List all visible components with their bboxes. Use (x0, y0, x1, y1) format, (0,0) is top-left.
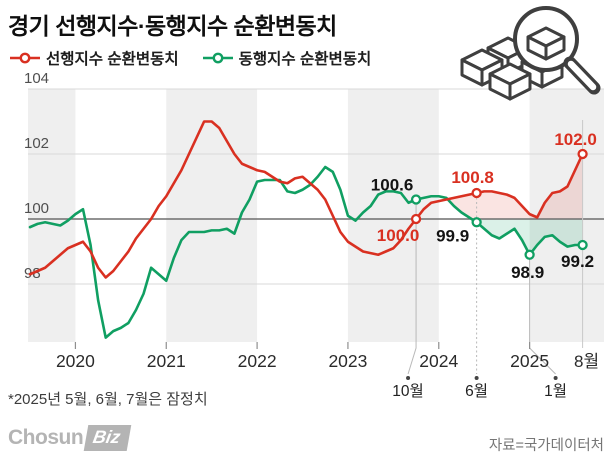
data-label-99.2: 99.2 (561, 252, 594, 271)
x-axis-label-2020: 2020 (56, 351, 95, 371)
data-label-99.9: 99.9 (436, 226, 469, 245)
chosunbiz-logo: Chosun Biz (8, 425, 132, 451)
page-title: 경기 선행지수·동행지수 순환변동치 (8, 13, 337, 39)
data-label-100.0: 100.0 (377, 226, 420, 245)
line-marker-icon (10, 52, 40, 64)
data-label-100.6: 100.6 (371, 176, 414, 195)
legend-item-leading-index: 선행지수 순환변동치 (10, 47, 179, 69)
callout-dot-1월 (553, 376, 558, 380)
x-axis-label-2021: 2021 (147, 351, 186, 371)
legend-item-coincident-index: 동행지수 순환변동치 (202, 47, 372, 69)
year-band-2025 (529, 89, 604, 342)
data-label-102.0: 102.0 (554, 130, 597, 149)
logo-biz-badge: Biz (83, 425, 132, 451)
footnote: *2025년 5월, 6월, 7월은 잠정치 (8, 391, 208, 408)
data-label-98.9: 98.9 (511, 263, 544, 282)
callout-dot-10월 (406, 376, 411, 380)
year-band-2019 (28, 89, 76, 342)
data-label-100.8: 100.8 (451, 168, 494, 187)
data-marker-99.2 (577, 239, 588, 251)
fill-leading-above-100 (447, 154, 583, 219)
series-line-leading-index (28, 120, 584, 279)
callout-dot-6월 (474, 376, 479, 380)
legend-label-coincident-index: 동행지수 순환변동치 (238, 51, 372, 68)
callout-label-6월: 6월 (465, 382, 488, 400)
x-axis-label-2023: 2023 (328, 351, 367, 371)
callout-label-10월: 10월 (392, 382, 424, 400)
data-marker-98.9 (524, 249, 535, 260)
data-marker-100.6 (410, 194, 422, 205)
data-marker-100.8 (471, 187, 482, 199)
logo-text: Chosun (8, 426, 84, 449)
data-marker-99.9 (471, 217, 482, 228)
x-axis-label-2025: 2025 (510, 351, 549, 371)
line-marker-icon (202, 52, 233, 64)
legend: 선행지수 순환변동치 동행지수 순환변동치 (10, 47, 371, 69)
callout-line-10월 (407, 199, 417, 375)
legend-label-leading-index: 선행지수 순환변동치 (46, 51, 179, 68)
x-axis-label-latest: 8월 (574, 352, 599, 371)
y-axis-label-102: 102 (24, 135, 49, 152)
series-line-coincident-index (28, 165, 584, 339)
y-axis-label-100: 100 (24, 200, 49, 217)
year-band-2023 (347, 89, 439, 342)
data-marker-100.0 (410, 213, 422, 225)
magnifier-boxes-icon (460, 6, 601, 101)
callout-label-1월: 1월 (544, 382, 567, 400)
data-marker-102.0 (577, 148, 588, 160)
source-credit: 자료=국가데이터처 (488, 438, 604, 454)
x-axis-label-2022: 2022 (238, 351, 277, 371)
fill-coincident-below-100 (471, 219, 583, 255)
y-axis-label-104: 104 (24, 70, 49, 87)
x-axis-label-2024: 2024 (419, 351, 458, 371)
year-band-2021 (166, 89, 258, 342)
